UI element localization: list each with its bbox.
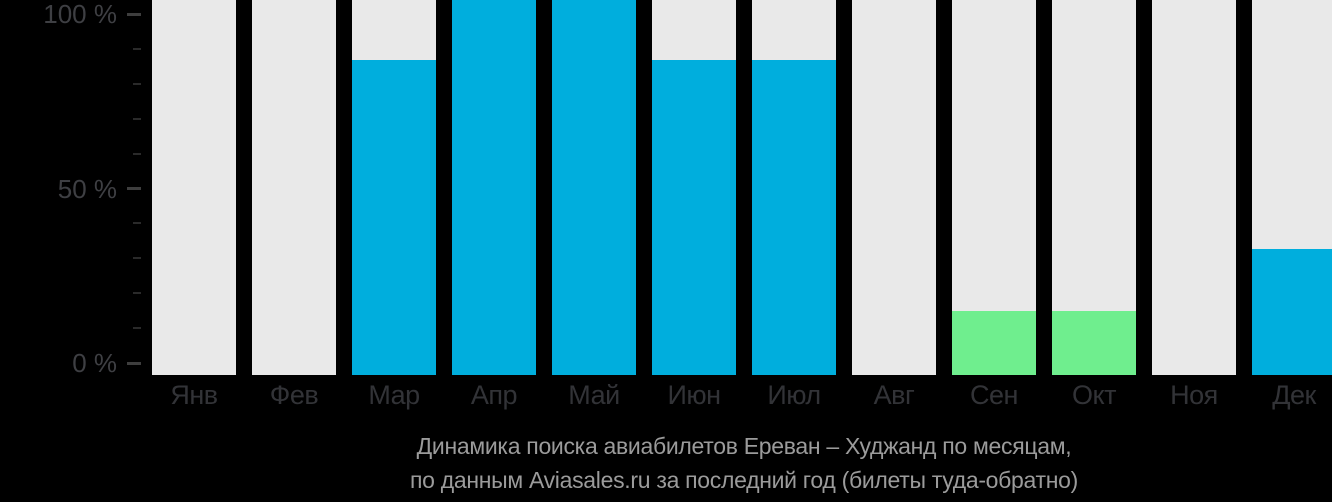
bar-may: [552, 0, 636, 375]
bar-column-apr[interactable]: [452, 0, 536, 375]
y-tick-minor-70: [133, 117, 141, 120]
chart-title: Динамика поиска авиабилетов Ереван – Худ…: [152, 429, 1332, 497]
y-tick-minor-40: [133, 222, 141, 225]
bar-column-jul[interactable]: [752, 0, 836, 375]
bar-column-mar[interactable]: [352, 0, 436, 375]
bar-jun: [652, 60, 736, 375]
y-tick-minor-10: [133, 327, 141, 330]
y-tick-label-100: 100 %: [43, 0, 117, 29]
month-label-nov: Ноя: [1170, 380, 1218, 410]
chart-title-line-2: по данным Aviasales.ru за последний год …: [409, 467, 1079, 493]
bar-column-feb[interactable]: [252, 0, 336, 375]
bar-column-oct[interactable]: [1052, 0, 1136, 375]
bar-column-may[interactable]: [552, 0, 636, 375]
bar-sep: [952, 311, 1036, 375]
y-tick-major-100: [127, 12, 141, 16]
month-label-sep: Сен: [970, 380, 1018, 410]
plot-area: [152, 0, 1332, 375]
bar-oct: [1052, 311, 1136, 375]
y-tick-minor-80: [133, 82, 141, 85]
y-tick-minor-60: [133, 152, 141, 155]
bar-jul: [752, 60, 836, 375]
y-tick-label-0: 0 %: [72, 348, 117, 378]
y-tick-major-0: [127, 361, 141, 365]
bar-column-aug[interactable]: [852, 0, 936, 375]
month-label-jun: Июн: [667, 380, 721, 410]
bar-mar: [352, 60, 436, 375]
month-label-apr: Апр: [470, 380, 518, 410]
y-tick-minor-30: [133, 257, 141, 260]
bar-dec: [1252, 249, 1332, 375]
month-label-aug: Авг: [873, 380, 915, 410]
month-label-feb: Фев: [269, 380, 319, 410]
bar-column-nov[interactable]: [1152, 0, 1236, 375]
month-label-mar: Мар: [368, 380, 420, 410]
x-axis-labels: Янв Фев Мар Апр Май Июн Июл Авг Сен Окт Ноя Дек: [152, 381, 1332, 409]
y-tick-minor-20: [133, 292, 141, 295]
y-tick-label-50: 50 %: [57, 173, 117, 204]
bar-column-jun[interactable]: [652, 0, 736, 375]
bar-column-jan[interactable]: [152, 0, 236, 375]
chart-title-line-1: Динамика поиска авиабилетов Ереван – Худ…: [416, 433, 1072, 459]
bar-column-dec[interactable]: [1252, 0, 1332, 375]
month-label-oct: Окт: [1072, 380, 1116, 410]
month-label-may: Май: [568, 380, 620, 410]
y-tick-major-50: [127, 187, 141, 190]
month-label-jul: Июл: [767, 380, 821, 410]
bar-apr: [452, 0, 536, 375]
bar-column-sep[interactable]: [952, 0, 1036, 375]
y-tick-minor-90: [133, 47, 141, 50]
month-label-dec: Дек: [1272, 380, 1316, 410]
month-label-jan: Янв: [170, 380, 218, 410]
